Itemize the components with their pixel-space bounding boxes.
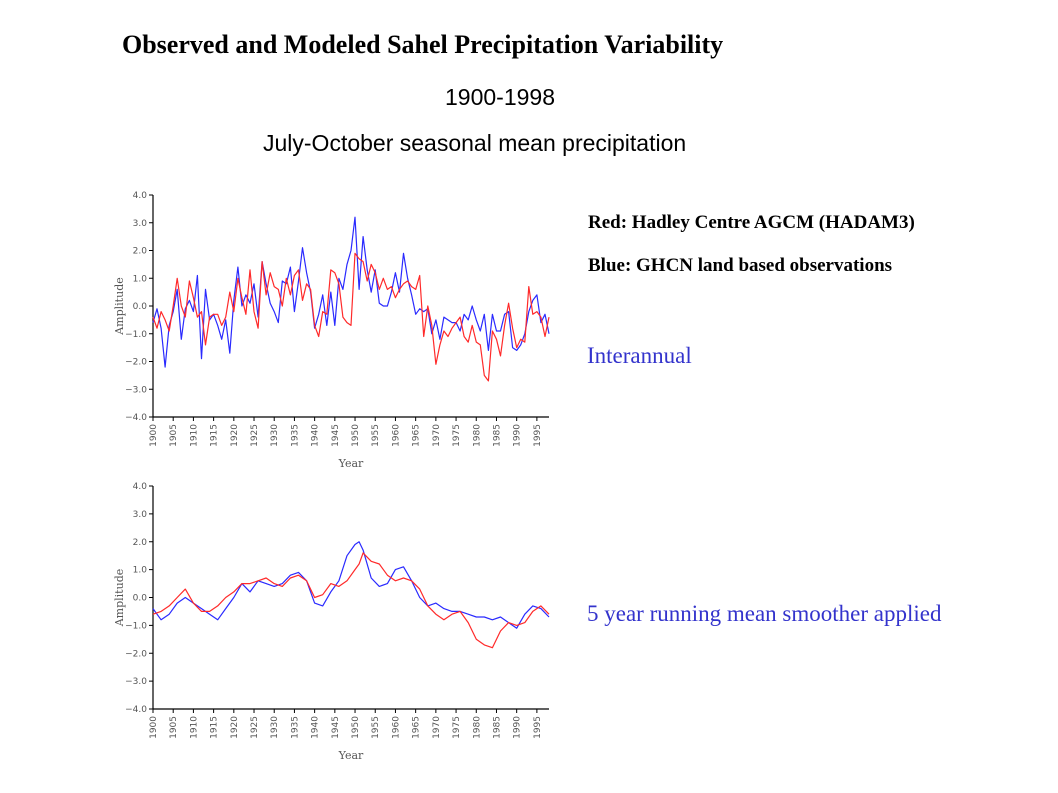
smoothed-label: 5 year running mean smoother applied: [587, 601, 942, 626]
legend-blue-observations: Blue: GHCN land based observations: [588, 255, 893, 276]
y-tick-label: 0.0: [133, 594, 148, 604]
x-tick-label: 1980: [472, 424, 482, 447]
x-tick-label: 1930: [270, 716, 280, 739]
y-tick-label: 3.0: [133, 510, 148, 520]
y-tick-label: −4.0: [125, 705, 147, 715]
x-tick-label: 1940: [311, 716, 321, 739]
x-tick-label: 1950: [351, 716, 361, 739]
y-tick-label: −3.0: [125, 677, 147, 687]
x-tick-label: 1910: [189, 716, 199, 739]
x-tick-label: 1960: [391, 424, 401, 447]
x-tick-label: 1985: [492, 424, 502, 447]
y-tick-label: 2.0: [133, 247, 148, 257]
x-tick-label: 1935: [290, 716, 300, 739]
y-tick-label: 1.0: [133, 566, 148, 576]
x-tick-label: 1980: [472, 716, 482, 739]
x-tick-label: 1965: [412, 716, 422, 739]
y-tick-label: −2.0: [125, 649, 147, 659]
x-tick-label: 1910: [189, 424, 199, 447]
y-tick-label: −3.0: [125, 385, 147, 395]
x-tick-label: 1960: [391, 716, 401, 739]
y-tick-label: −1.0: [125, 621, 147, 631]
x-tick-label: 1950: [351, 424, 361, 447]
legend-red-model: Red: Hadley Centre AGCM (HADAM3): [588, 212, 915, 233]
x-tick-label: 1925: [250, 716, 260, 739]
y-tick-label: 2.0: [133, 538, 148, 548]
interannual-label: Interannual: [587, 343, 692, 368]
x-tick-label: 1915: [210, 716, 220, 739]
y-axis-label: Amplitude: [113, 277, 126, 336]
period-subtitle: 1900-1998: [445, 84, 555, 110]
x-tick-label: 1935: [290, 424, 300, 447]
x-tick-label: 1925: [250, 424, 260, 447]
series-line-observations: [152, 216, 550, 368]
x-tick-label: 1965: [412, 424, 422, 447]
x-tick-label: 1905: [169, 716, 179, 739]
x-tick-label: 1915: [210, 424, 220, 447]
x-tick-label: 1900: [149, 716, 159, 739]
y-tick-label: 4.0: [133, 482, 148, 492]
y-tick-label: 0.0: [133, 302, 148, 312]
x-tick-label: 1920: [230, 424, 240, 447]
x-tick-label: 1990: [513, 716, 523, 739]
y-axis-label: Amplitude: [113, 569, 126, 628]
x-axis-label: Year: [338, 749, 364, 762]
x-tick-label: 1995: [533, 716, 543, 739]
y-tick-label: −1.0: [125, 330, 147, 340]
series-line-model: [152, 552, 550, 649]
series-line-observations: [152, 541, 550, 629]
x-tick-label: 1970: [432, 424, 442, 447]
series-line-model: [152, 252, 550, 382]
y-tick-label: 4.0: [133, 191, 148, 201]
y-tick-label: −4.0: [125, 413, 147, 423]
x-tick-label: 1940: [311, 424, 321, 447]
page-title: Observed and Modeled Sahel Precipitation…: [122, 30, 724, 59]
x-tick-label: 1905: [169, 424, 179, 447]
y-tick-label: −2.0: [125, 358, 147, 368]
x-tick-label: 1970: [432, 716, 442, 739]
y-tick-label: 1.0: [133, 274, 148, 284]
season-subtitle: July-October seasonal mean precipitation: [263, 130, 687, 156]
x-tick-label: 1945: [331, 716, 341, 739]
x-tick-label: 1900: [149, 424, 159, 447]
x-tick-label: 1995: [533, 424, 543, 447]
x-tick-label: 1930: [270, 424, 280, 447]
x-tick-label: 1975: [452, 424, 462, 447]
y-tick-label: 3.0: [133, 219, 148, 229]
x-tick-label: 1955: [371, 424, 381, 447]
x-tick-label: 1955: [371, 716, 381, 739]
x-tick-label: 1985: [492, 716, 502, 739]
x-tick-label: 1945: [331, 424, 341, 447]
x-axis-label: Year: [338, 457, 364, 470]
x-tick-label: 1990: [513, 424, 523, 447]
x-tick-label: 1975: [452, 716, 462, 739]
x-tick-label: 1920: [230, 716, 240, 739]
